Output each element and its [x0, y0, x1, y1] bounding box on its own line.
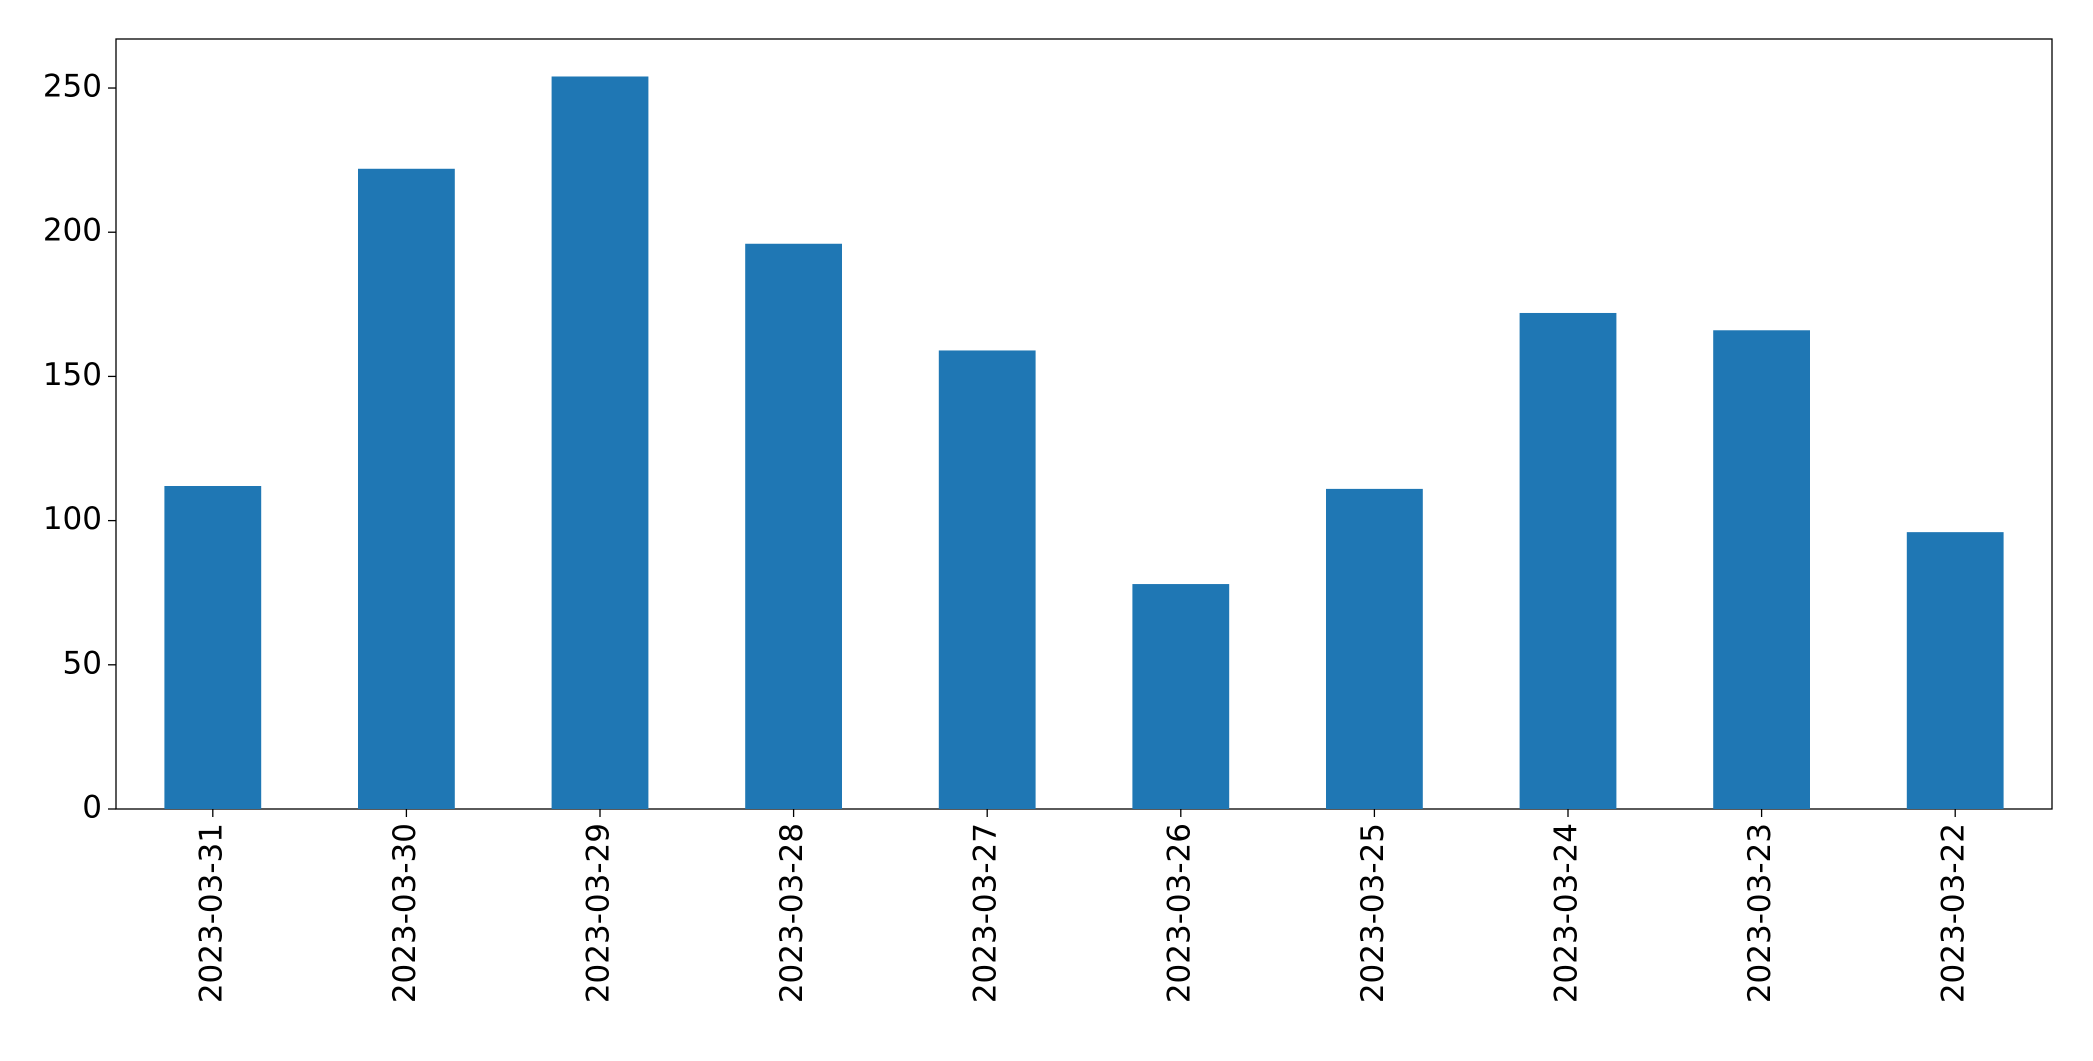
x-tick-label: 2023-03-24: [1549, 823, 1585, 1003]
x-tick-label: 2023-03-26: [1161, 823, 1197, 1003]
y-tick-label: 250: [43, 69, 102, 105]
bar: [1326, 488, 1423, 809]
bar: [745, 243, 842, 809]
bar: [358, 168, 455, 810]
x-tick-label: 2023-03-31: [193, 823, 229, 1003]
x-tick-label: 2023-03-25: [1355, 823, 1391, 1003]
y-tick-label: 200: [43, 213, 102, 249]
bar: [1519, 312, 1617, 809]
y-tick-label: 150: [43, 357, 102, 393]
bar: [164, 486, 262, 809]
bar: [551, 76, 649, 809]
x-tick-label: 2023-03-29: [581, 823, 617, 1003]
y-tick-label: 0: [82, 790, 102, 826]
x-tick-label: 2023-03-22: [1936, 823, 1972, 1003]
x-tick-label: 2023-03-28: [774, 823, 810, 1003]
x-tick-label: 2023-03-23: [1742, 823, 1778, 1003]
bar: [1713, 330, 1810, 809]
bar: [1906, 532, 2004, 809]
bar: [1132, 584, 1230, 809]
bar: [938, 350, 1036, 809]
y-tick-label: 100: [43, 501, 102, 537]
x-tick-label: 2023-03-27: [968, 823, 1004, 1003]
plot-frame: [115, 38, 2053, 810]
x-tick-label: 2023-03-30: [387, 823, 423, 1003]
y-tick-label: 50: [63, 645, 102, 681]
